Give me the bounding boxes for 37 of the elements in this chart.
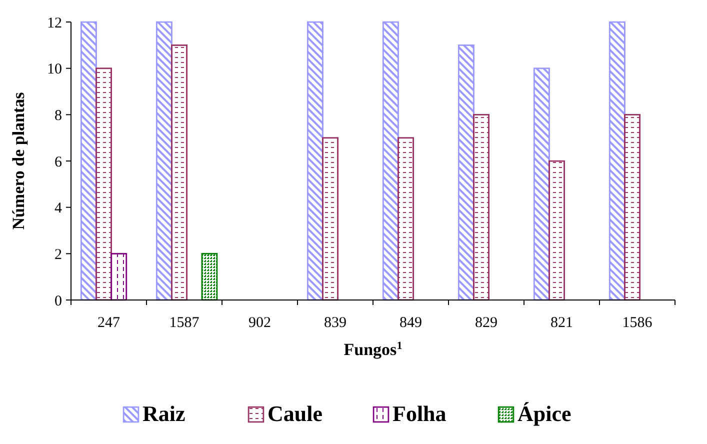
- legend-label: Ápice: [518, 401, 572, 426]
- x-tick-label: 849: [400, 315, 422, 331]
- bar: [170, 44, 188, 301]
- bar: [306, 21, 324, 301]
- bar: [533, 68, 550, 301]
- x-tick-label: 1587: [169, 315, 200, 331]
- bar: [548, 160, 566, 301]
- x-tick-label: 821: [550, 315, 573, 331]
- bar: [201, 252, 218, 301]
- x-tick-label: 902: [248, 315, 271, 331]
- y-tick-label: 12: [47, 15, 62, 32]
- bar: [110, 252, 128, 301]
- bar: [397, 137, 414, 301]
- bar: [322, 137, 339, 301]
- bar: [472, 114, 490, 301]
- x-tick-label: 1586: [622, 315, 653, 331]
- y-axis-title: Número de plantas: [9, 92, 28, 230]
- legend-label: Folha: [392, 401, 446, 426]
- legend-label: Caule: [268, 401, 323, 426]
- y-tick-label: 0: [54, 293, 62, 310]
- y-tick-label: 10: [47, 62, 62, 78]
- bar: [608, 21, 626, 301]
- y-tick-label: 8: [54, 108, 62, 124]
- bar: [458, 44, 474, 301]
- bar: [382, 21, 399, 301]
- x-tick-label: 839: [324, 315, 346, 331]
- legend-label: Raiz: [142, 401, 186, 426]
- bar: [156, 21, 172, 301]
- y-tick-label: 4: [54, 200, 62, 217]
- y-tick-label: 6: [54, 154, 62, 170]
- y-tick-label: 2: [54, 246, 62, 263]
- x-axis-title: Fungos$^{1}$: [344, 340, 402, 359]
- x-tick-label: 247: [98, 315, 120, 331]
- x-tick-label: 829: [475, 315, 498, 331]
- bar: [95, 68, 112, 301]
- bar: [624, 114, 641, 301]
- bar: [80, 21, 97, 301]
